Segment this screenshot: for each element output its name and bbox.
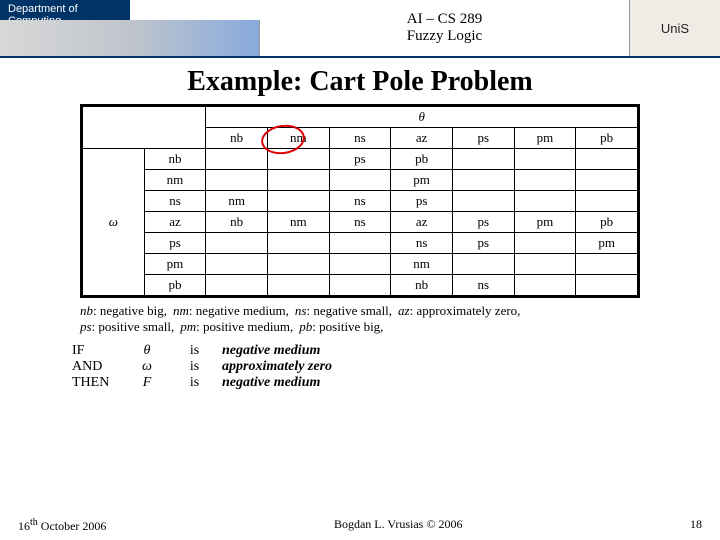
header-photo-placeholder: [0, 20, 260, 56]
footer-copyright: Bogdan L. Vrusias © 2006: [334, 517, 463, 534]
fuzzy-rule-table: θnbnmnsazpspmpbωnbpspbnmpmnsnmnspsaznbnm…: [80, 104, 640, 298]
header-left: Department of Computing: [0, 0, 260, 56]
fuzzy-rule-example: IFθisnegative mediumANDωisapproximately …: [72, 343, 720, 391]
course-topic: Fuzzy Logic: [407, 28, 482, 45]
uni-label: UniS: [661, 21, 689, 36]
legend-block: nb: negative big,nm: negative medium,ns:…: [80, 303, 640, 335]
footer-page-number: 18: [690, 517, 702, 534]
course-title-block: AI – CS 289 Fuzzy Logic: [260, 0, 630, 56]
slide-footer: 16th October 2006 Bogdan L. Vrusias © 20…: [0, 517, 720, 534]
course-code: AI – CS 289: [407, 11, 482, 28]
footer-date: 16th October 2006: [18, 517, 106, 534]
department-label: Department of Computing: [0, 0, 130, 20]
university-logo-block: UniS: [630, 0, 720, 56]
slide-header: Department of Computing AI – CS 289 Fuzz…: [0, 0, 720, 58]
slide-title: Example: Cart Pole Problem: [0, 66, 720, 98]
